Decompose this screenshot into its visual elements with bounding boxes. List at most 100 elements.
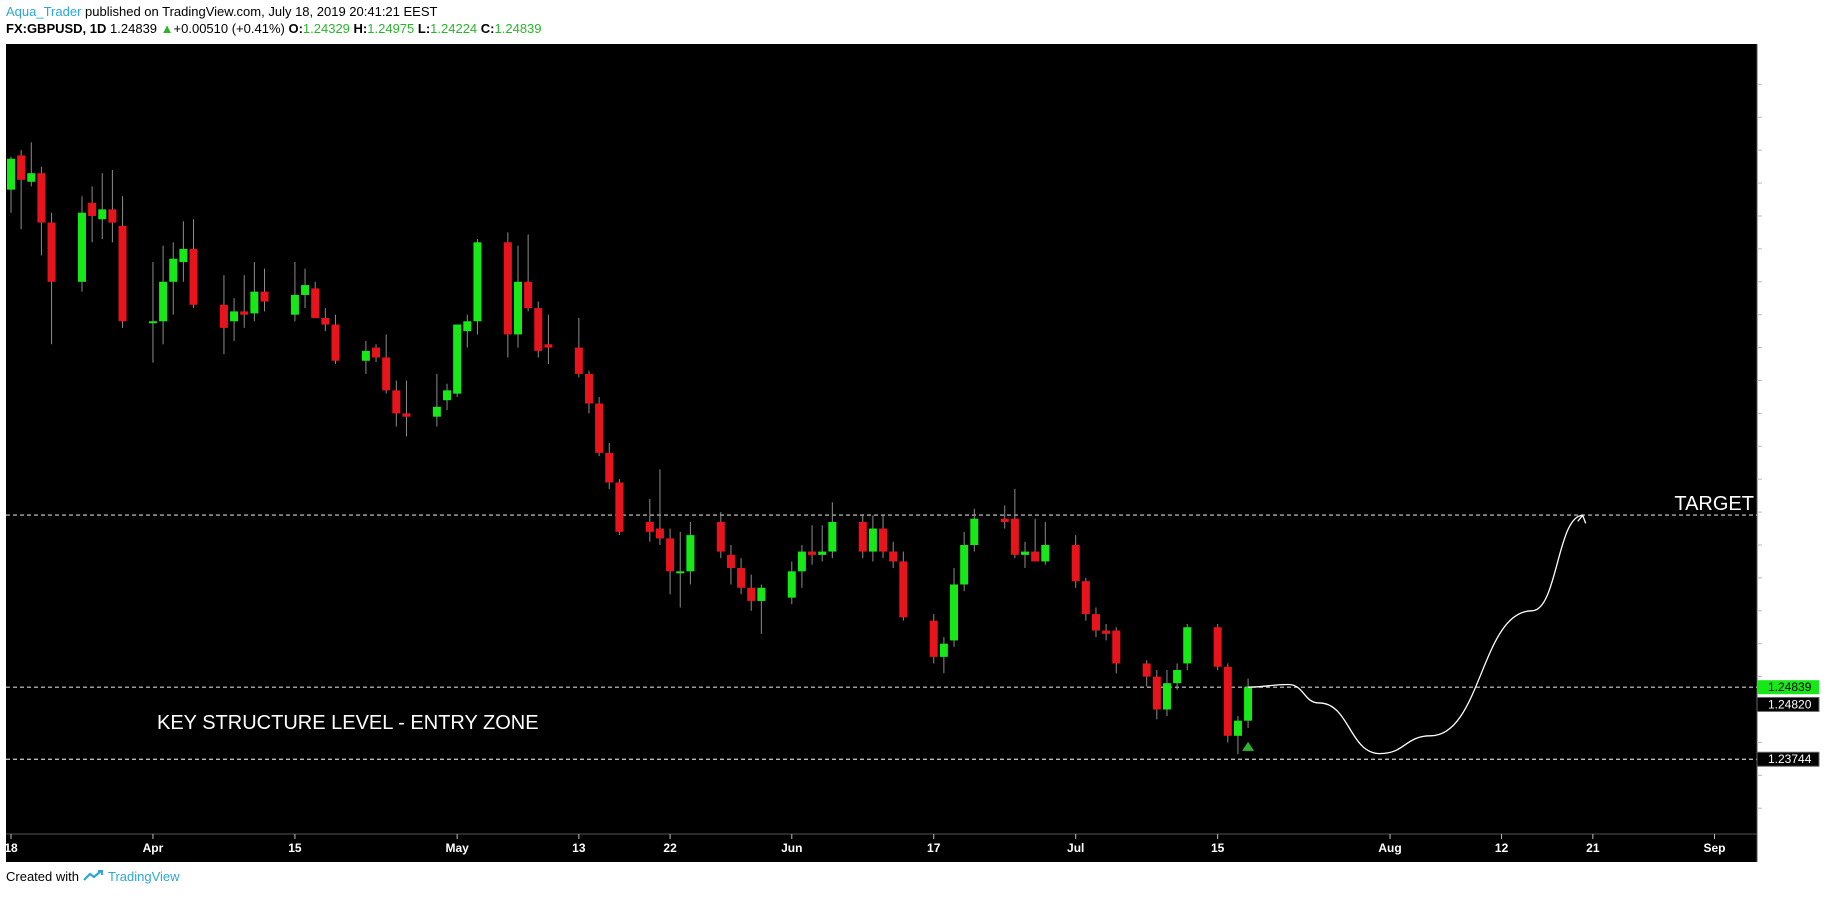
- x-tick-label: Sep: [1704, 841, 1726, 855]
- x-tick-label: 15: [1211, 841, 1225, 855]
- candle-body: [1071, 544, 1080, 582]
- candle-body: [818, 551, 827, 555]
- candle-body: [939, 643, 948, 657]
- y-tick-label: 1.32000: [1768, 209, 1812, 223]
- x-tick-label: Aug: [1378, 841, 1401, 855]
- candle: [77, 196, 86, 292]
- last-price: 1.24839: [110, 21, 158, 36]
- candle-body: [676, 571, 685, 574]
- candle: [37, 166, 46, 256]
- candle: [584, 370, 593, 414]
- chart-background: [6, 44, 1757, 862]
- candle-body: [17, 155, 26, 180]
- candle-body: [1010, 518, 1019, 555]
- candle: [1041, 521, 1050, 565]
- candle: [1223, 663, 1232, 743]
- candle-body: [868, 528, 877, 552]
- candle: [148, 262, 157, 363]
- candle-body: [1233, 720, 1242, 736]
- candle-body: [524, 281, 533, 309]
- candle-body: [361, 350, 370, 361]
- y-tick-label: 1.30500: [1768, 308, 1812, 322]
- candle: [27, 142, 36, 187]
- candle-body: [1213, 627, 1222, 667]
- candle: [88, 186, 97, 243]
- candle: [757, 584, 766, 634]
- candle-body: [301, 285, 310, 295]
- y-tick-label: 1.33000: [1768, 143, 1812, 157]
- candle: [747, 574, 756, 611]
- x-tick-label: Jun: [781, 841, 802, 855]
- symbol-label[interactable]: FX:GBPUSD, 1D: [6, 21, 107, 36]
- candle-body: [899, 561, 908, 618]
- candle: [950, 568, 959, 647]
- candle-body: [77, 212, 86, 282]
- candle-body: [1000, 518, 1009, 522]
- candle-body: [392, 390, 401, 414]
- candle-body: [219, 304, 228, 328]
- candle: [473, 239, 482, 335]
- candle-body: [331, 324, 340, 361]
- candle: [47, 212, 56, 345]
- candle-body: [230, 311, 239, 322]
- candle: [260, 268, 269, 312]
- candle-body: [605, 452, 614, 483]
- y-tick-label: 1.28000: [1768, 472, 1812, 486]
- x-tick-label: 17: [927, 841, 941, 855]
- candle-body: [655, 528, 664, 539]
- candle-body: [889, 551, 898, 562]
- candle-body: [757, 587, 766, 601]
- candle: [797, 544, 806, 588]
- projection-arrowhead-icon: [1577, 514, 1587, 524]
- candle: [676, 531, 685, 608]
- candle: [970, 508, 979, 552]
- candle-body: [686, 535, 695, 572]
- footer: Created with TradingView: [6, 869, 180, 884]
- candle-body: [88, 202, 97, 216]
- candle: [1081, 577, 1090, 621]
- candle-body: [737, 568, 746, 588]
- price-tag-box: [1756, 751, 1820, 767]
- y-tick-label: 1.33500: [1768, 110, 1812, 124]
- projection-path: [1248, 514, 1583, 755]
- candle: [108, 169, 117, 243]
- candle: [574, 317, 583, 378]
- candlestick-chart[interactable]: 1.34000 1.33500 1.33000 1.32500 1.32000 1.315…: [0, 44, 1828, 864]
- publish-info: published on TradingView.com, July 18, 2…: [81, 4, 438, 19]
- y-tick-label: 1.29000: [1768, 406, 1812, 420]
- candle-body: [37, 173, 46, 223]
- candle: [1233, 716, 1242, 755]
- y-tick-label: 1.26000: [1768, 604, 1812, 618]
- candle: [879, 515, 888, 559]
- author-link[interactable]: Aqua_Trader: [6, 4, 82, 19]
- up-triangle-icon: ▲: [160, 21, 174, 36]
- candle: [615, 479, 624, 536]
- price-tag-label: 1.24820: [1768, 697, 1812, 711]
- candle: [301, 268, 310, 309]
- created-with-label: Created with: [6, 869, 79, 884]
- candle: [443, 383, 452, 411]
- candle-body: [716, 521, 725, 552]
- candle-body: [169, 258, 178, 282]
- candle: [666, 528, 675, 595]
- candle-body: [463, 321, 472, 332]
- y-tick-label: 1.31500: [1768, 242, 1812, 256]
- candle: [544, 314, 553, 365]
- up-triangle-marker-icon: [1242, 741, 1255, 751]
- low-label: L:: [417, 21, 431, 36]
- y-tick-label: 1.24000: [1768, 735, 1812, 749]
- x-tick-label: Jul: [1067, 841, 1084, 855]
- close-label: C:: [480, 21, 495, 36]
- candle: [716, 512, 725, 559]
- candle-body: [108, 209, 117, 223]
- candle: [1091, 607, 1100, 638]
- candle-body: [473, 242, 482, 322]
- price-tag-label: 1.24839: [1768, 680, 1812, 694]
- tradingview-brand-link[interactable]: TradingView: [108, 869, 180, 884]
- candle: [453, 324, 462, 397]
- candle-body: [1223, 666, 1232, 736]
- candle: [382, 334, 391, 394]
- candle: [686, 521, 695, 585]
- candle: [240, 275, 249, 328]
- candle-body: [747, 587, 756, 601]
